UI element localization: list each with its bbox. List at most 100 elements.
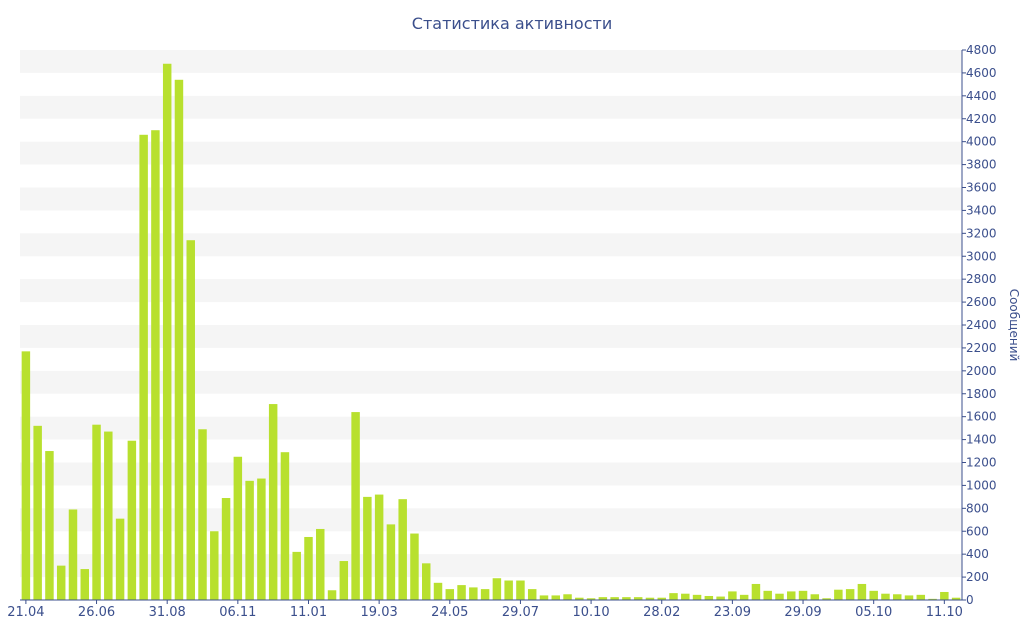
bar[interactable] [881,593,890,600]
bar[interactable] [410,533,419,600]
bar[interactable] [822,598,831,600]
bar[interactable] [45,451,54,600]
y-tick-label: 1600 [966,410,997,424]
bar[interactable] [845,589,855,600]
grid-band [20,95,962,119]
bar[interactable] [445,589,455,600]
bar[interactable] [563,594,572,600]
bar[interactable] [92,424,101,600]
bar[interactable] [739,594,749,600]
bar[interactable] [174,79,184,601]
bar[interactable] [386,524,396,601]
bar[interactable] [363,496,372,601]
bar[interactable] [316,528,325,600]
bar[interactable] [834,589,843,600]
bar[interactable] [704,595,714,600]
bar[interactable] [798,590,808,600]
bar[interactable] [787,591,796,600]
bar[interactable] [469,587,478,600]
bar[interactable] [139,134,148,601]
y-tick-label: 600 [966,524,989,538]
bar[interactable] [598,597,608,600]
bar[interactable] [257,478,266,600]
bar[interactable] [127,440,137,600]
bar[interactable] [198,429,207,600]
bar[interactable] [162,63,172,600]
bar[interactable] [669,593,678,601]
bar[interactable] [221,498,231,600]
bar[interactable] [151,130,160,600]
bar[interactable] [56,565,66,601]
grid-band [20,416,962,440]
bar[interactable] [245,480,254,600]
bar[interactable] [80,569,89,600]
bar[interactable] [645,597,655,600]
bar[interactable] [857,583,867,600]
bar[interactable] [893,594,902,600]
bar[interactable] [622,597,631,600]
bar[interactable] [810,594,820,600]
bar[interactable] [351,412,360,600]
bar[interactable] [422,563,431,600]
bar[interactable] [504,580,513,600]
bar[interactable] [492,578,502,600]
bar[interactable] [869,590,878,600]
x-tick-label: 28.02 [643,605,680,620]
bar[interactable] [186,240,195,600]
grid-band [20,187,962,211]
bar[interactable] [68,509,78,600]
x-tick-label: 11.01 [290,605,327,620]
bar[interactable] [575,597,584,600]
bar[interactable] [33,425,42,600]
bar[interactable] [586,598,596,600]
bar[interactable] [551,595,560,600]
bar[interactable] [681,593,690,600]
bar[interactable] [716,596,725,600]
x-tick-label: 29.07 [502,605,539,620]
bar[interactable] [327,590,337,600]
bar[interactable] [280,452,290,600]
bar[interactable] [751,583,761,600]
bar[interactable] [480,589,490,600]
x-tick-label: 26.06 [78,605,115,620]
bar[interactable] [940,591,949,600]
bar[interactable] [633,597,643,600]
bar[interactable] [928,598,937,600]
bar[interactable] [904,595,914,600]
bar[interactable] [657,597,666,600]
bar[interactable] [433,582,443,600]
bar[interactable] [457,585,466,600]
bar[interactable] [210,531,219,600]
bar[interactable] [339,561,349,600]
bar[interactable] [398,499,407,600]
y-tick-label: 4600 [966,66,997,80]
bar[interactable] [539,595,549,600]
y-tick-label: 4400 [966,89,997,103]
y-tick-label: 200 [966,570,989,584]
bar[interactable] [104,431,113,600]
x-ticks-group: 21.04 26.06 31.08 06.11 11.01 19.03 24.05 29.07… [7,600,963,620]
grid-band [20,508,962,532]
bar[interactable] [374,494,384,600]
x-tick-label: 31.08 [149,605,186,620]
bar[interactable] [304,536,313,600]
bar[interactable] [268,404,278,600]
bar[interactable] [115,518,125,600]
bar[interactable] [233,456,243,600]
bar[interactable] [775,593,784,600]
bar[interactable] [692,594,702,600]
bar[interactable] [916,594,926,600]
bar[interactable] [527,589,537,600]
x-tick-label: 21.04 [7,605,44,620]
bar[interactable] [21,351,31,600]
bar[interactable] [763,590,772,600]
x-tick-label: 29.09 [784,605,821,620]
y-tick-label: 2400 [966,318,997,332]
bar[interactable] [951,597,961,600]
bar[interactable] [728,591,737,600]
y-axis-title: Сообщений [1007,289,1021,362]
bar[interactable] [516,580,525,600]
bar[interactable] [610,597,619,600]
bar[interactable] [292,551,301,601]
